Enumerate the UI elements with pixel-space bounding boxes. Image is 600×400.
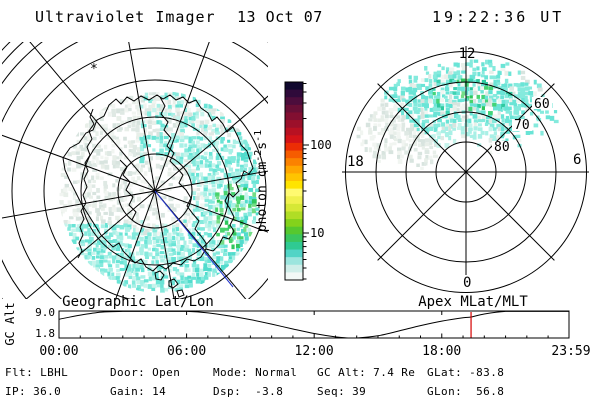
status-flt: Flt: LBHL <box>5 366 69 379</box>
status-door: Door: Open <box>110 366 181 379</box>
latlon-grid <box>2 42 268 299</box>
colorbar-gradient <box>285 82 303 281</box>
x-tick-1800: 18:00 <box>422 344 461 359</box>
status-ip: IP: 36.0 <box>5 385 62 398</box>
orbit-track-line <box>154 190 234 288</box>
instrument-title: Ultraviolet Imager <box>35 8 216 26</box>
x-tick-1200: 12:00 <box>295 344 334 359</box>
mlat-mlt-grid <box>342 46 589 293</box>
time-axis-ticks <box>79 311 549 338</box>
coastline-map <box>62 94 254 298</box>
mlat-label-80: 80 <box>494 140 510 155</box>
mlt-label-6: 6 <box>573 152 581 168</box>
mlt-label-12: 12 <box>459 46 476 62</box>
status-glon: GLon: 56.8 <box>427 385 505 398</box>
status-seq: Seq: 39 <box>317 385 367 398</box>
x-tick-0600: 06:00 <box>167 344 206 359</box>
status-dsp: Dsp: -3.8 <box>213 385 284 398</box>
colorbar: 100 10 photon cm-2s-1 <box>253 81 332 281</box>
mlat-label-70: 70 <box>514 118 530 133</box>
y-axis-label: GC Alt <box>3 302 17 345</box>
mlt-label-0: 0 <box>463 275 471 291</box>
colorbar-tick-label-100: 100 <box>310 138 332 152</box>
mlat-label-60: 60 <box>534 97 550 112</box>
label-backings <box>492 97 552 153</box>
colorbar-tick-label-10: 10 <box>310 226 324 240</box>
date-label: 13 Oct 07 <box>237 8 323 26</box>
geographic-caption: Geographic Lat/Lon <box>62 294 214 310</box>
apex-panel: 12 18 6 0 60 70 80 Apex MLat/MLT <box>342 46 589 310</box>
status-gcalt: GC Alt: 7.4 Re <box>317 366 416 379</box>
y-min-label: 1.8 <box>35 327 55 340</box>
status-glat: GLat: -83.8 <box>427 366 505 379</box>
x-tick-2359: 23:59 <box>551 344 590 359</box>
right-aurora-image <box>356 59 559 170</box>
apex-caption: Apex MLat/MLT <box>418 294 528 310</box>
status-gain: Gain: 14 <box>110 385 167 398</box>
colorbar-ticks <box>303 83 309 280</box>
star-marker-icon: * <box>90 62 98 77</box>
mlt-label-18: 18 <box>347 154 364 170</box>
y-max-label: 9.0 <box>35 306 55 319</box>
status-mode: Mode: Normal <box>213 366 298 379</box>
left-aurora-image <box>59 91 260 293</box>
geographic-panel: * Geographic Lat/Lon <box>2 42 268 310</box>
x-tick-0000: 00:00 <box>39 344 78 359</box>
gc-alt-chart: GC Alt 9.0 1.8 00:00 06:00 12:00 18:00 2… <box>3 302 591 359</box>
colorbar-frame <box>284 81 304 281</box>
colorbar-unit-label: photon cm-2s-1 <box>253 130 270 232</box>
altitude-curve <box>58 310 569 339</box>
time-label: 19:22:36 UT <box>432 8 565 26</box>
